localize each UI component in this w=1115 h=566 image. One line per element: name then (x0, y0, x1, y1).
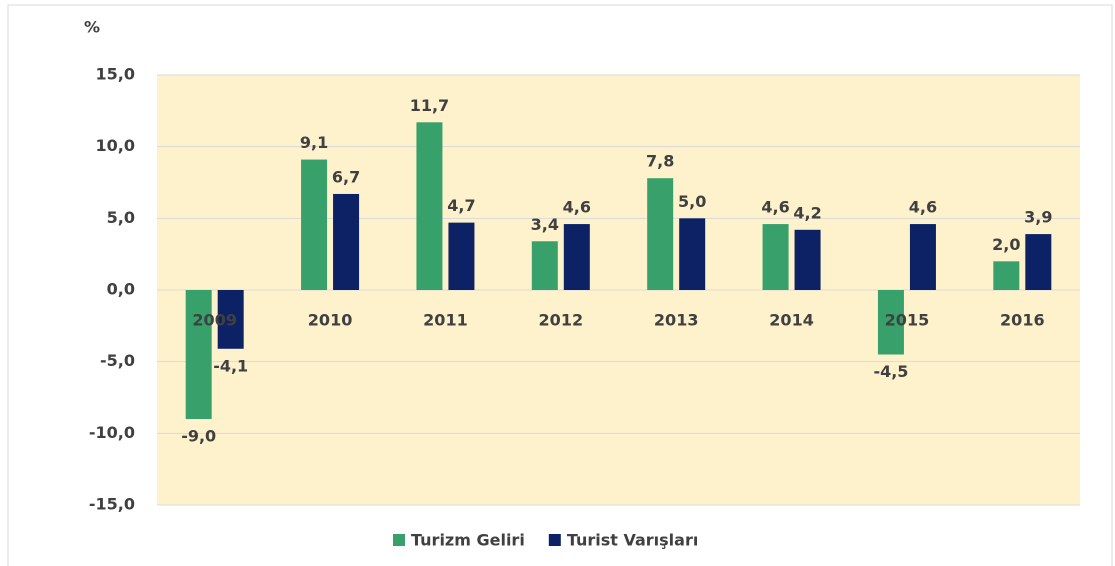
data-label: 4,6 (761, 198, 789, 217)
bar (794, 229, 821, 290)
bar (301, 159, 328, 290)
x-tick-label: 2014 (769, 311, 814, 330)
y-tick-label: 0,0 (107, 280, 135, 299)
x-tick-label: 2013 (654, 311, 699, 330)
y-axis-label: % (84, 18, 100, 37)
bar (647, 178, 674, 290)
data-label: 11,7 (410, 96, 449, 115)
bar (679, 218, 706, 290)
y-tick-label: 15,0 (96, 65, 135, 84)
data-label: 9,1 (300, 133, 328, 152)
bar (909, 224, 936, 290)
x-tick-label: 2010 (308, 311, 353, 330)
bar (416, 122, 443, 290)
data-label: 5,0 (678, 192, 706, 211)
data-label: 6,7 (332, 167, 360, 186)
legend-swatch (393, 534, 405, 546)
data-label: 4,2 (793, 203, 821, 222)
data-label: 4,6 (563, 198, 591, 217)
bar (185, 290, 212, 419)
x-tick-label: 2012 (539, 311, 584, 330)
data-label: 3,4 (531, 215, 559, 234)
data-label: -9,0 (181, 427, 216, 446)
x-tick-label: 2009 (192, 311, 237, 330)
bar (448, 222, 475, 290)
legend-swatch (548, 534, 561, 546)
y-tick-label: -15,0 (89, 495, 135, 514)
bar (563, 224, 590, 290)
chart-frame (7, 4, 1113, 566)
x-tick-label: 2015 (885, 311, 930, 330)
data-label: -4,1 (213, 356, 248, 375)
data-label: 2,0 (992, 235, 1020, 254)
data-label: 4,7 (447, 196, 475, 215)
y-tick-label: -5,0 (100, 351, 135, 370)
legend-label: Turizm Geliri (411, 531, 525, 550)
data-label: 7,8 (646, 152, 674, 171)
bar (1025, 234, 1052, 290)
data-label: 4,6 (909, 198, 937, 217)
bar (531, 241, 558, 290)
data-label: 3,9 (1024, 208, 1052, 227)
data-label: -4,5 (873, 362, 908, 381)
legend-label: Turist Varışları (567, 531, 699, 550)
y-tick-label: 5,0 (107, 208, 135, 227)
bar (993, 261, 1020, 290)
bar (217, 290, 244, 349)
x-tick-label: 2016 (1000, 311, 1045, 330)
y-tick-label: -10,0 (89, 423, 135, 442)
x-tick-label: 2011 (423, 311, 468, 330)
bar (333, 193, 360, 290)
y-tick-label: 10,0 (96, 136, 135, 155)
bar (762, 224, 789, 290)
bar (877, 290, 904, 355)
